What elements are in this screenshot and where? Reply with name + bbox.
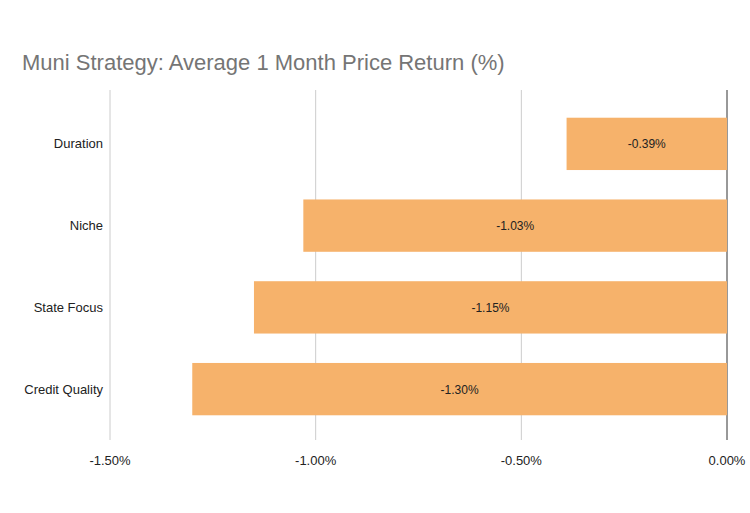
category-label: Duration — [54, 136, 103, 151]
data-label: -1.03% — [496, 219, 534, 233]
chart-container: Muni Strategy: Average 1 Month Price Ret… — [0, 0, 750, 513]
chart-svg: Muni Strategy: Average 1 Month Price Ret… — [0, 0, 750, 513]
category-label: State Focus — [34, 300, 104, 315]
data-label: -0.39% — [628, 137, 666, 151]
chart-title: Muni Strategy: Average 1 Month Price Ret… — [22, 50, 505, 75]
data-label: -1.15% — [471, 301, 509, 315]
data-label: -1.30% — [441, 383, 479, 397]
category-label: Credit Quality — [24, 382, 103, 397]
bar — [567, 118, 727, 170]
grid-line — [110, 90, 111, 440]
bar — [303, 199, 727, 251]
tick-label: -0.50% — [501, 453, 543, 468]
bar — [192, 363, 727, 415]
tick-label: 0.00% — [709, 453, 746, 468]
tick-label: -1.50% — [89, 453, 131, 468]
grid — [110, 90, 727, 440]
category-label: Niche — [70, 218, 103, 233]
labels: -0.39% -1.03% -1.15% -1.30% — [441, 137, 667, 396]
tick-label: -1.00% — [295, 453, 337, 468]
bar — [254, 281, 727, 333]
bars — [192, 118, 727, 416]
